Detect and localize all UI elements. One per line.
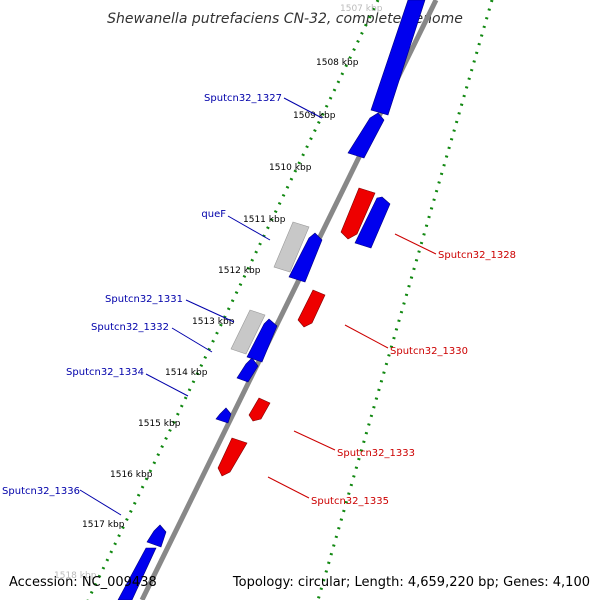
- label-leader-line: [283, 97, 323, 119]
- reverse-gene-labels: Sputcn32_1328 Sputcn32_1330 Sputcn32_133…: [267, 233, 516, 507]
- tick-label: 1511 kbp: [243, 215, 286, 225]
- gene-label[interactable]: Sputcn32_1331: [105, 294, 183, 305]
- forward-gene-labels: Sputcn32_1327 queF Sputcn32_1331 Sputcn3…: [2, 93, 323, 516]
- map-title: Shewanella putrefaciens CN-32, complete …: [107, 11, 463, 27]
- gene-label[interactable]: Sputcn32_1327: [204, 93, 282, 104]
- tick-label: 1507 kbp: [340, 4, 383, 14]
- gene-feature-forward[interactable]: [370, 0, 426, 116]
- label-leader-line: [227, 215, 271, 241]
- gene-feature-reverse[interactable]: [248, 397, 271, 422]
- gene-feature-forward[interactable]: [215, 407, 232, 424]
- label-leader-line: [171, 327, 213, 353]
- topology-text: Topology: circular; Length: 4,659,220 bp…: [232, 575, 590, 590]
- tick-label: 1518 kbp: [54, 571, 97, 581]
- inner-dotted-line: [86, 0, 380, 600]
- gene-feature-forward[interactable]: [117, 547, 157, 600]
- gene-feature-reverse[interactable]: [217, 437, 248, 477]
- gene-label[interactable]: Sputcn32_1335: [311, 496, 389, 507]
- label-leader-line: [344, 324, 389, 349]
- gene-feature-neutral[interactable]: [273, 221, 310, 273]
- accession-text: Accession: NC_009438: [9, 575, 157, 590]
- gene-label[interactable]: queF: [201, 209, 226, 220]
- gene-feature-forward[interactable]: [146, 524, 167, 548]
- label-leader-line: [293, 430, 336, 451]
- gene-label[interactable]: Sputcn32_1332: [91, 322, 169, 333]
- gene-feature-forward[interactable]: [347, 112, 385, 159]
- gene-label[interactable]: Sputcn32_1333: [337, 448, 415, 459]
- label-leader-line: [394, 233, 437, 255]
- gene-feature-forward[interactable]: [288, 232, 323, 283]
- gene-feature-forward[interactable]: [246, 318, 278, 363]
- neutral-genes: [230, 221, 310, 355]
- gene-label[interactable]: Sputcn32_1328: [438, 250, 516, 261]
- reverse-genes: [217, 187, 376, 477]
- gene-feature-forward[interactable]: [236, 357, 259, 383]
- tick-label: 1510 kbp: [269, 163, 312, 173]
- label-leader-line: [185, 299, 235, 323]
- gene-label[interactable]: Sputcn32_1334: [66, 367, 144, 378]
- gene-feature-forward[interactable]: [354, 196, 391, 249]
- tick-label: 1509 kbp: [293, 111, 336, 121]
- label-leader-line: [267, 476, 310, 499]
- tick-label: 1517 kbp: [82, 520, 125, 530]
- tick-label: 1515 kbp: [138, 419, 181, 429]
- gene-label[interactable]: Sputcn32_1336: [2, 486, 80, 497]
- gene-label[interactable]: Sputcn32_1330: [390, 346, 468, 357]
- tick-label: 1513 kbp: [192, 317, 235, 327]
- gene-feature-reverse[interactable]: [340, 187, 376, 240]
- outer-dotted-line: [316, 0, 494, 600]
- forward-genes: [117, 0, 426, 600]
- tick-label: 1514 kbp: [165, 368, 208, 378]
- gene-feature-neutral[interactable]: [230, 309, 266, 355]
- tick-label: 1508 kbp: [316, 58, 359, 68]
- tick-label: 1512 kbp: [218, 266, 261, 276]
- label-leader-line: [79, 489, 122, 516]
- scale-ticks: 1507 kbp 1508 kbp 1509 kbp 1510 kbp 1511…: [54, 4, 383, 581]
- tick-label: 1516 kbp: [110, 470, 153, 480]
- gene-feature-reverse[interactable]: [297, 289, 326, 328]
- label-leader-line: [145, 373, 189, 397]
